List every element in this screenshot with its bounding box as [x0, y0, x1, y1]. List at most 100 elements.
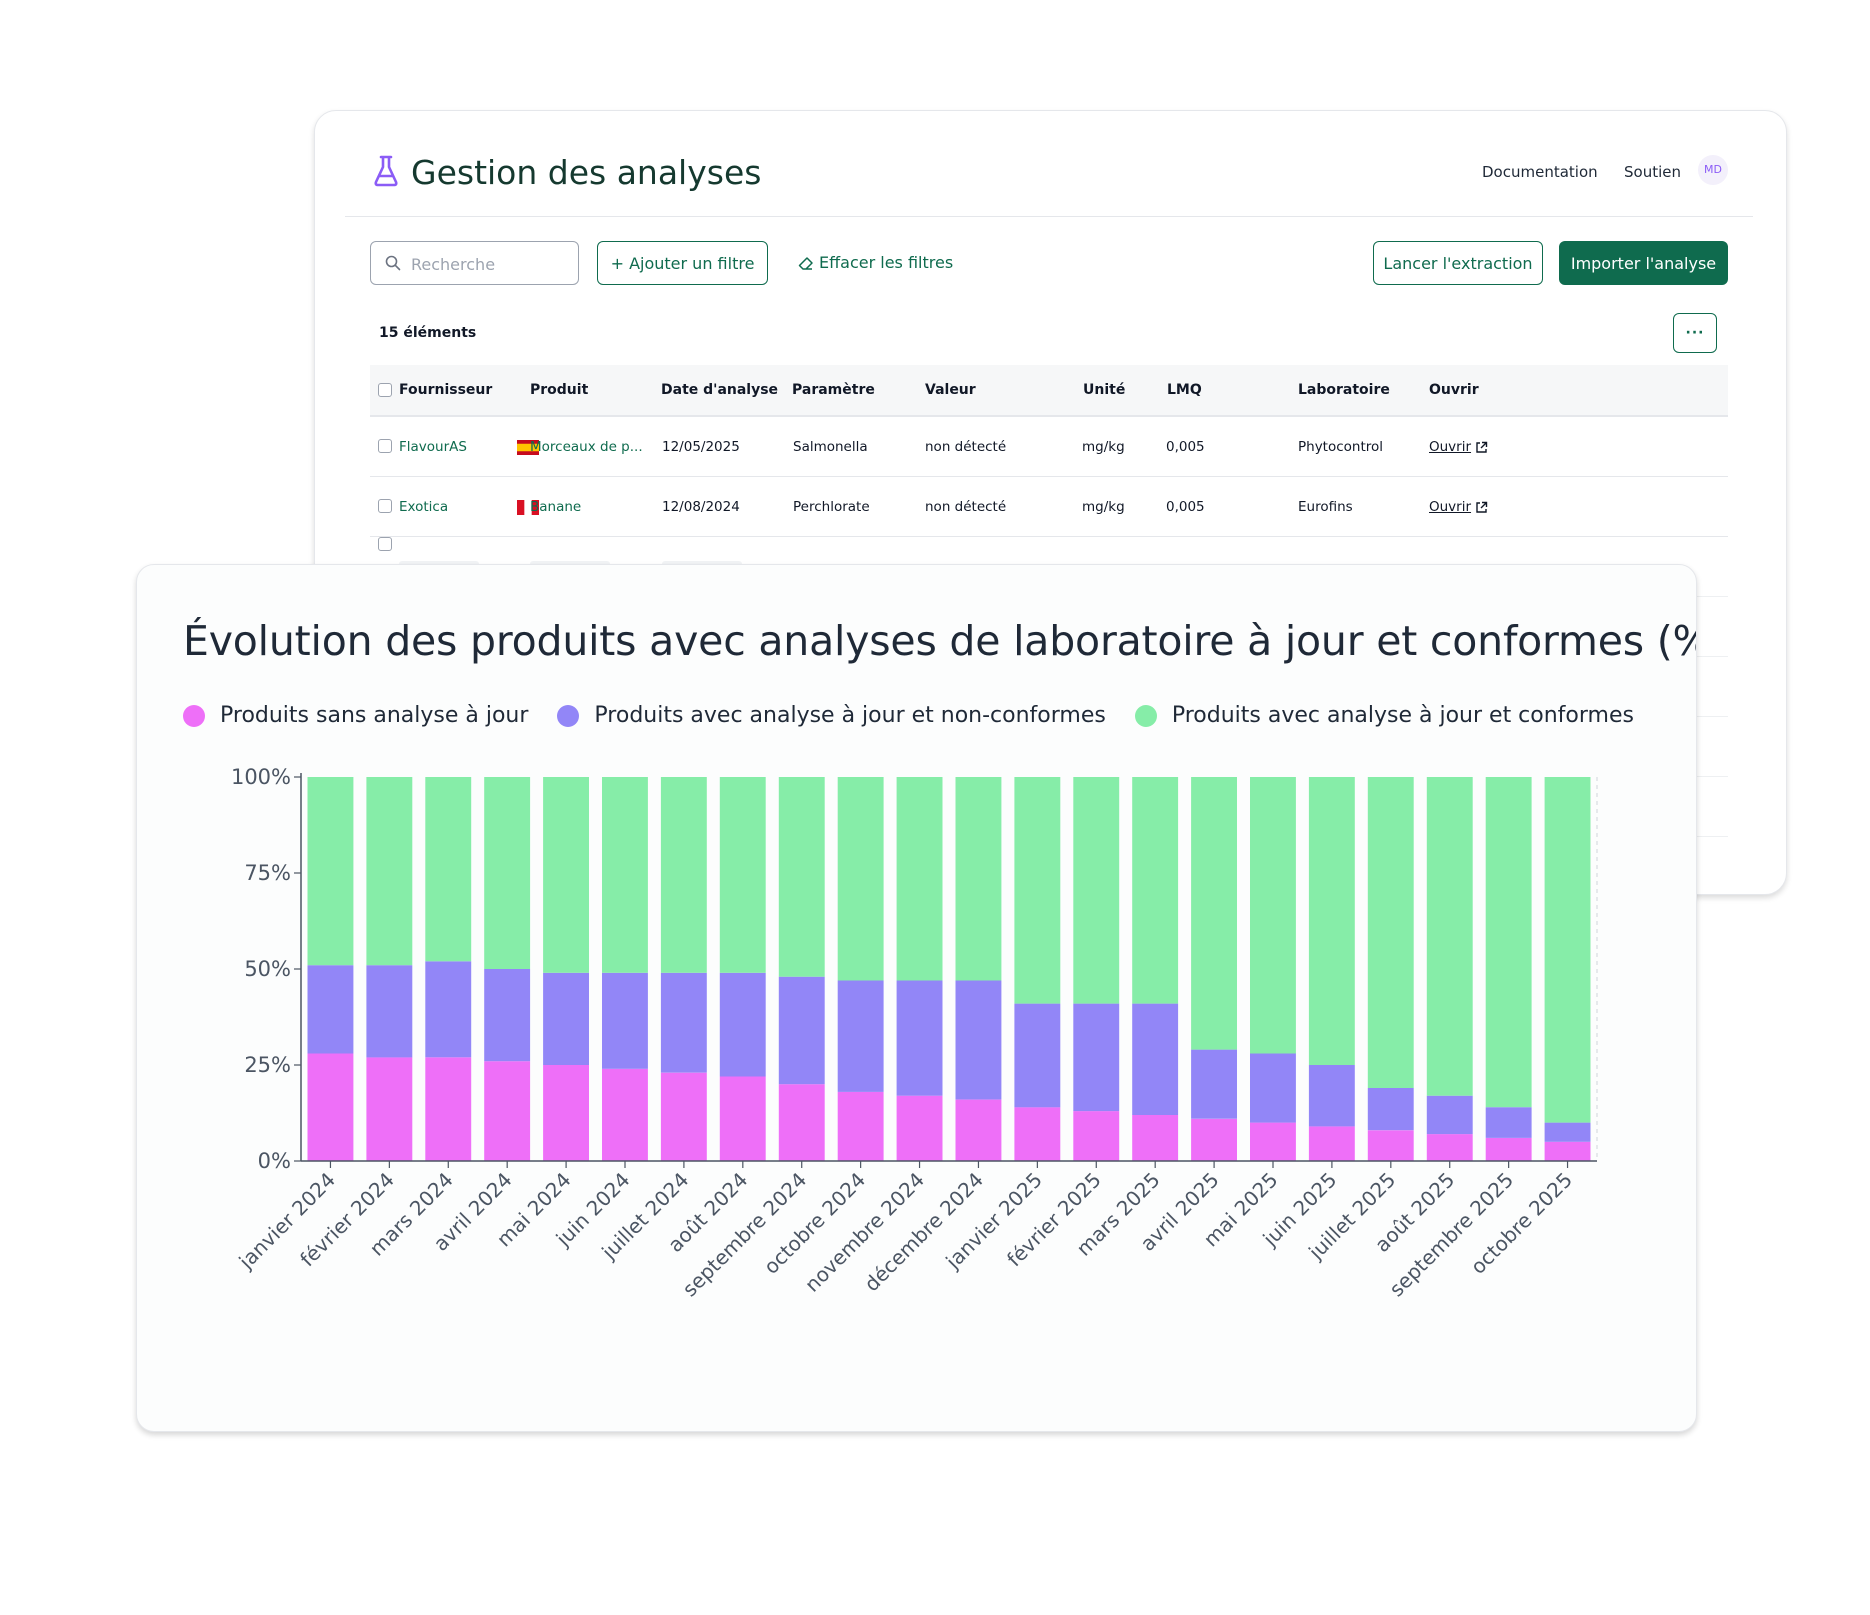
bar-segment	[955, 980, 1002, 1100]
external-link-icon	[1476, 501, 1488, 513]
bar-segment	[366, 777, 413, 966]
bar-segment	[425, 961, 472, 1058]
support-link[interactable]: Soutien	[1624, 163, 1681, 181]
search-icon	[385, 255, 401, 271]
avatar[interactable]: MD	[1698, 155, 1728, 185]
legend-dot	[183, 704, 205, 727]
bar-segment	[366, 965, 413, 1058]
search-box[interactable]	[370, 241, 579, 285]
unit-cell: mg/kg	[1082, 499, 1125, 515]
more-options-button[interactable]: ···	[1673, 313, 1717, 353]
bar-segment	[1191, 777, 1237, 1050]
y-tick-label: 100%	[231, 765, 291, 789]
value-cell: non détecté	[925, 499, 1007, 515]
peru-flag-icon	[517, 500, 539, 515]
bar-segment	[307, 965, 354, 1054]
legend-item[interactable]: Produits avec analyse à jour et non-conf…	[557, 703, 1106, 728]
bar-segment	[1426, 777, 1473, 1096]
eraser-icon	[798, 256, 813, 270]
bar-segment	[1426, 1095, 1473, 1135]
lab-cell: Phytocontrol	[1298, 439, 1384, 455]
column-header[interactable]: LMQ	[1167, 382, 1202, 398]
supplier-cell[interactable]: FlavourAS	[399, 439, 467, 455]
item-count: 15 éléments	[379, 325, 477, 341]
clear-filters-button[interactable]: Effacer les filtres	[798, 253, 953, 272]
supplier-cell[interactable]: Exotica	[399, 499, 449, 515]
launch-extraction-button[interactable]: Lancer l'extraction	[1373, 241, 1543, 285]
open-link[interactable]: Ouvrir	[1429, 439, 1488, 455]
chart-title: Évolution des produits avec analyses de …	[183, 617, 1697, 665]
date-cell: 12/05/2025	[662, 439, 740, 455]
bar-segment	[1250, 1122, 1296, 1161]
row-checkbox[interactable]	[378, 439, 392, 453]
bar-segment	[719, 1076, 766, 1161]
x-tick-label: octobre 2025	[1466, 1168, 1577, 1279]
bar-segment	[1367, 1088, 1414, 1131]
bar-segment	[778, 1084, 825, 1161]
bar-segment	[896, 980, 943, 1096]
legend-item[interactable]: Produits sans analyse à jour	[183, 703, 528, 728]
bar-segment	[484, 777, 531, 969]
bar-segment	[1250, 777, 1296, 1054]
product-cell[interactable]: Morceaux de p...	[530, 439, 643, 455]
bar-segment	[1426, 1134, 1473, 1161]
bar-segment	[543, 777, 589, 973]
import-analysis-button[interactable]: Importer l'analyse	[1559, 241, 1728, 285]
bar-segment	[896, 1095, 943, 1161]
bar-segment	[1073, 1003, 1120, 1112]
clear-filters-label: Effacer les filtres	[819, 253, 954, 272]
table-header: Fournisseur Produit Date d'analyse Param…	[370, 365, 1728, 417]
bar-segment	[307, 777, 354, 966]
flask-icon	[374, 155, 398, 187]
bar-segment	[425, 777, 472, 962]
bar-segment	[1191, 1118, 1237, 1161]
legend-label: Produits sans analyse à jour	[220, 703, 529, 728]
bar-segment	[896, 777, 943, 981]
documentation-link[interactable]: Documentation	[1482, 163, 1598, 181]
search-input[interactable]	[409, 252, 573, 276]
column-header[interactable]: Valeur	[925, 382, 976, 398]
x-tick-label: octobre 2024	[759, 1168, 870, 1279]
table-row[interactable]: FlavourAS Morceaux de p... 12/05/2025 Sa…	[370, 417, 1728, 477]
column-header[interactable]: Ouvrir	[1429, 382, 1479, 398]
table-row[interactable]: Exotica Banane 12/08/2024 Perchlorate no…	[370, 477, 1728, 537]
external-link-icon	[1476, 441, 1488, 453]
y-tick-label: 0%	[258, 1149, 291, 1173]
column-header[interactable]: Laboratoire	[1298, 382, 1390, 398]
lmq-cell: 0,005	[1166, 439, 1205, 455]
column-header[interactable]: Date d'analyse	[661, 382, 779, 398]
bar-segment	[1014, 1003, 1061, 1108]
open-link[interactable]: Ouvrir	[1429, 499, 1488, 515]
bar-segment	[660, 972, 707, 1073]
lab-cell: Eurofins	[1298, 499, 1353, 515]
legend-label: Produits avec analyse à jour et conforme…	[1171, 703, 1634, 728]
column-header[interactable]: Fournisseur	[399, 382, 493, 398]
y-tick-label: 25%	[244, 1053, 291, 1077]
column-header[interactable]: Paramètre	[792, 382, 875, 398]
bar-segment	[1367, 1130, 1414, 1161]
value-cell: non détecté	[925, 439, 1007, 455]
bar-segment	[1014, 777, 1061, 1004]
chart-legend: Produits sans analyse à jour Produits av…	[183, 703, 1663, 728]
legend-label: Produits avec analyse à jour et non-conf…	[594, 703, 1106, 728]
bar-segment	[1014, 1107, 1061, 1161]
select-all-checkbox[interactable]	[378, 383, 392, 397]
legend-item[interactable]: Produits avec analyse à jour et conforme…	[1134, 703, 1634, 728]
column-header[interactable]: Unité	[1083, 382, 1126, 398]
product-cell[interactable]: Banane	[530, 499, 582, 515]
open-link-label: Ouvrir	[1429, 439, 1472, 455]
add-filter-button[interactable]: + Ajouter un filtre	[597, 241, 768, 285]
column-header[interactable]: Produit	[530, 382, 589, 398]
row-checkbox	[378, 537, 392, 551]
bar-segment	[778, 777, 825, 977]
bar-segment	[837, 777, 884, 981]
bar-segment	[1132, 1003, 1179, 1115]
y-tick-label: 50%	[244, 957, 291, 981]
bar-segment	[484, 1061, 531, 1161]
bar-segment	[837, 1091, 884, 1161]
bar-segment	[425, 1057, 472, 1161]
bar-segment	[1191, 1049, 1237, 1119]
bar-segment	[1073, 1111, 1120, 1161]
row-checkbox[interactable]	[378, 499, 392, 513]
header-divider	[345, 216, 1753, 217]
